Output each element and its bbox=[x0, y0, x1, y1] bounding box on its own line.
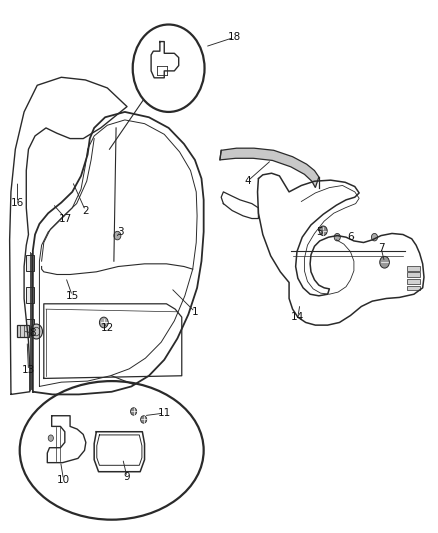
FancyBboxPatch shape bbox=[26, 319, 34, 335]
Text: 14: 14 bbox=[291, 312, 304, 322]
FancyBboxPatch shape bbox=[407, 272, 420, 277]
Text: 4: 4 bbox=[244, 176, 251, 186]
Circle shape bbox=[99, 317, 108, 328]
Text: 10: 10 bbox=[57, 475, 70, 484]
Text: 8: 8 bbox=[29, 328, 36, 338]
Circle shape bbox=[141, 416, 147, 423]
Circle shape bbox=[30, 324, 42, 339]
FancyBboxPatch shape bbox=[26, 255, 34, 271]
FancyBboxPatch shape bbox=[407, 286, 420, 290]
Text: 13: 13 bbox=[22, 366, 35, 375]
Circle shape bbox=[319, 226, 327, 236]
Circle shape bbox=[380, 256, 389, 268]
FancyBboxPatch shape bbox=[407, 266, 420, 271]
Circle shape bbox=[131, 408, 137, 415]
Text: 12: 12 bbox=[101, 323, 114, 333]
Text: 11: 11 bbox=[158, 408, 171, 418]
Circle shape bbox=[334, 233, 340, 241]
Text: 5: 5 bbox=[316, 227, 323, 237]
Text: 9: 9 bbox=[124, 472, 131, 482]
Text: 3: 3 bbox=[117, 227, 124, 237]
Text: 17: 17 bbox=[59, 214, 72, 223]
Text: 16: 16 bbox=[11, 198, 24, 207]
FancyBboxPatch shape bbox=[407, 279, 420, 284]
FancyBboxPatch shape bbox=[26, 287, 34, 303]
Text: 2: 2 bbox=[82, 206, 89, 215]
FancyBboxPatch shape bbox=[17, 325, 29, 337]
Circle shape bbox=[48, 435, 53, 441]
Text: 18: 18 bbox=[228, 33, 241, 42]
Text: 7: 7 bbox=[378, 243, 385, 253]
Text: 6: 6 bbox=[347, 232, 354, 242]
Text: 15: 15 bbox=[66, 291, 79, 301]
Polygon shape bbox=[220, 148, 319, 188]
Circle shape bbox=[114, 231, 121, 240]
Circle shape bbox=[371, 233, 378, 241]
Text: 1: 1 bbox=[191, 307, 198, 317]
